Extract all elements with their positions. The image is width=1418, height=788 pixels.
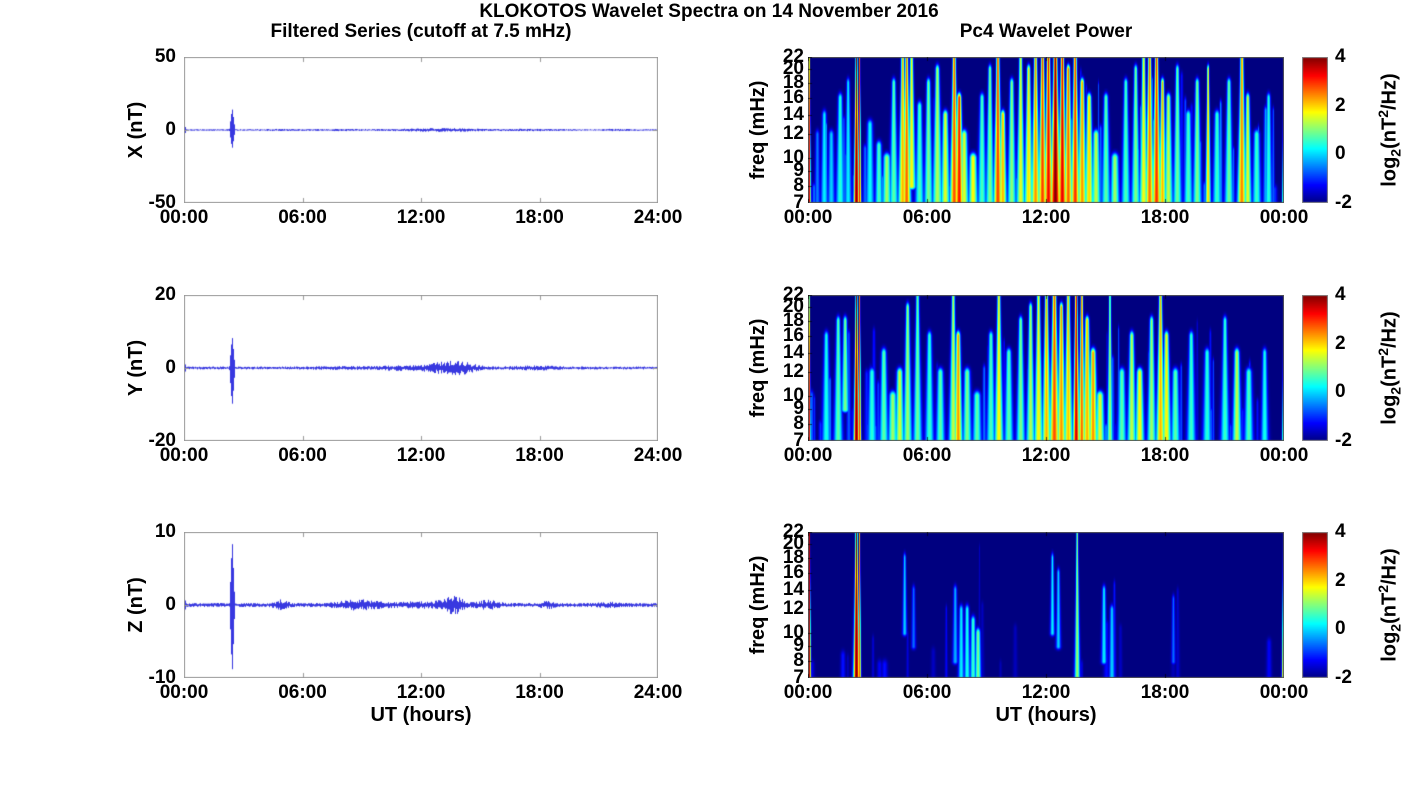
y-filtered-xtick-label: 12:00 [396,445,446,466]
z-filtered-ytick-label: 0 [165,594,176,615]
z-wavelet-power-ytick-label: 9 [793,634,804,656]
z-wavelet-power-ytick-label: 10 [782,621,804,643]
x-wavelet-power-xtick-label: 06:00 [902,207,952,228]
y-wavelet-power-ytick-label: 22 [782,284,804,305]
z-filtered-xtick-label: 12:00 [396,682,446,703]
x-wavelet-power-ytick-label: 9 [793,159,804,181]
x-wavelet-power-ytick-label: 10 [782,146,804,168]
y-wavelet-power-ytick-label: 9 [793,397,804,419]
x-wavelet-power-ytick-label: 22 [782,46,804,67]
y-wavelet-power-ytick-label: 16 [782,324,804,346]
z-filtered-ytick-label: 10 [154,521,176,542]
z-wavelet-power-colorbar-tick-label: 4 [1335,521,1346,542]
z-filtered-xtick-label: 24:00 [633,682,683,703]
z-wavelet-power-colorbar [1302,532,1328,678]
x-wavelet-power-xtick-label: 18:00 [1140,207,1190,228]
z-wavelet-power-xtick-label: 18:00 [1140,682,1190,703]
y-filtered-ytick-label: 0 [165,357,176,378]
x-filtered-xtick-label: 00:00 [159,207,209,228]
y-filtered-xtick-label: 18:00 [515,445,564,466]
x-wavelet-power-colorbar-tick-label: 4 [1335,46,1346,67]
y-wavelet-power-ytick-label: 18 [782,309,804,331]
y-wavelet-power-xtick-label: 00:00 [783,445,833,466]
z-wavelet-power-ytick-label: 18 [782,546,804,568]
z-wavelet-power-ytick-label: 14 [782,578,804,600]
z-filtered-xtick-label: 06:00 [278,682,327,703]
z-wavelet-power-colorbar-label: log2(nT2/Hz) [1375,548,1404,662]
y-wavelet-power-colorbar-tick-label: -2 [1335,430,1352,451]
right-column-title: Pc4 Wavelet Power [959,21,1133,42]
x-wavelet-power-colorbar-tick-label: 0 [1335,143,1346,165]
z-wavelet-power-ytick-label: 12 [782,598,804,620]
right-x-axis-label: UT (hours) [995,704,1097,726]
z-wavelet-power-ytick-label: 22 [782,521,804,542]
x-wavelet-power-colorbar-tick-label: 2 [1335,94,1346,116]
z-wavelet-power-plot [808,532,1284,678]
y-filtered-xtick-label: 24:00 [633,445,683,466]
z-wavelet-power-ytick-label: 16 [782,561,804,583]
y-wavelet-power-ytick-label: 12 [782,361,804,383]
x-wavelet-power-xtick-label: 00:00 [1259,207,1309,228]
y-wavelet-power-ytick-label: 8 [793,412,804,434]
z-wavelet-power-ytick-label: 20 [782,533,804,555]
y-filtered-xtick-label: 06:00 [278,445,327,466]
z-wavelet-power-y-axis-label: freq (mHz) [747,555,769,655]
z-wavelet-power-xtick-label: 06:00 [902,682,952,703]
y-wavelet-power-xtick-label: 00:00 [1259,445,1309,466]
left-column-title: Filtered Series (cutoff at 7.5 mHz) [270,21,572,42]
figure-title: KLOKOTOS Wavelet Spectra on 14 November … [479,1,939,22]
z-wavelet-power-ytick-label: 7 [793,667,804,688]
z-wavelet-power-xtick-label: 00:00 [1259,682,1309,703]
x-wavelet-power-xtick-label: 00:00 [783,207,833,228]
z-filtered-plot [184,532,658,678]
x-wavelet-power-ytick-label: 12 [782,123,804,145]
z-wavelet-power-colorbar-tick-label: 2 [1335,569,1346,591]
y-wavelet-power-plot [808,295,1284,441]
z-wavelet-power-colorbar-tick-label: 0 [1335,618,1346,640]
y-wavelet-power-xtick-label: 06:00 [902,445,952,466]
x-wavelet-power-ytick-label: 16 [782,86,804,108]
x-wavelet-power-xtick-label: 12:00 [1021,207,1071,228]
y-wavelet-power-ytick-label: 7 [793,430,804,451]
x-wavelet-power-ytick-label: 14 [782,103,804,125]
z-wavelet-power-ytick-label: 8 [793,649,804,671]
y-filtered-ytick-label: -20 [148,430,176,451]
z-wavelet-power-xtick-label: 00:00 [783,682,833,703]
y-filtered-plot [184,295,658,441]
y-wavelet-power-ytick-label: 14 [782,341,804,363]
y-wavelet-power-ytick-label: 10 [782,384,804,406]
x-wavelet-power-colorbar-tick-label: -2 [1335,192,1352,213]
x-wavelet-power-ytick-label: 8 [793,174,804,196]
z-filtered-xtick-label: 00:00 [159,682,209,703]
y-wavelet-power-colorbar-tick-label: 0 [1335,381,1346,403]
x-filtered-xtick-label: 18:00 [515,207,564,228]
x-wavelet-power-plot [808,57,1284,203]
y-wavelet-power-colorbar [1302,295,1328,441]
x-wavelet-power-ytick-label: 18 [782,71,804,93]
x-filtered-ytick-label: 0 [165,119,176,140]
y-wavelet-power-colorbar-tick-label: 2 [1335,332,1346,354]
y-filtered-ytick-label: 20 [154,284,176,305]
z-wavelet-power-colorbar-tick-label: -2 [1335,667,1352,688]
x-wavelet-power-colorbar [1302,57,1328,203]
x-wavelet-power-ytick-label: 20 [782,58,804,80]
x-filtered-xtick-label: 12:00 [396,207,446,228]
y-wavelet-power-colorbar-tick-label: 4 [1335,284,1346,305]
left-x-axis-label: UT (hours) [370,704,472,726]
x-filtered-ytick-label: 50 [154,46,176,67]
y-filtered-xtick-label: 00:00 [159,445,209,466]
y-wavelet-power-ytick-label: 20 [782,296,804,318]
y-wavelet-power-xtick-label: 12:00 [1021,445,1071,466]
z-filtered-y-axis-label: Z (nT) [125,577,147,633]
z-filtered-xtick-label: 18:00 [515,682,564,703]
y-wavelet-power-xtick-label: 18:00 [1140,445,1190,466]
x-filtered-plot [184,57,658,203]
x-wavelet-power-ytick-label: 7 [793,192,804,213]
z-wavelet-power-xtick-label: 12:00 [1021,682,1071,703]
z-filtered-ytick-label: -10 [148,667,176,688]
x-filtered-ytick-label: -50 [148,192,176,213]
x-filtered-xtick-label: 24:00 [633,207,683,228]
x-filtered-xtick-label: 06:00 [278,207,327,228]
